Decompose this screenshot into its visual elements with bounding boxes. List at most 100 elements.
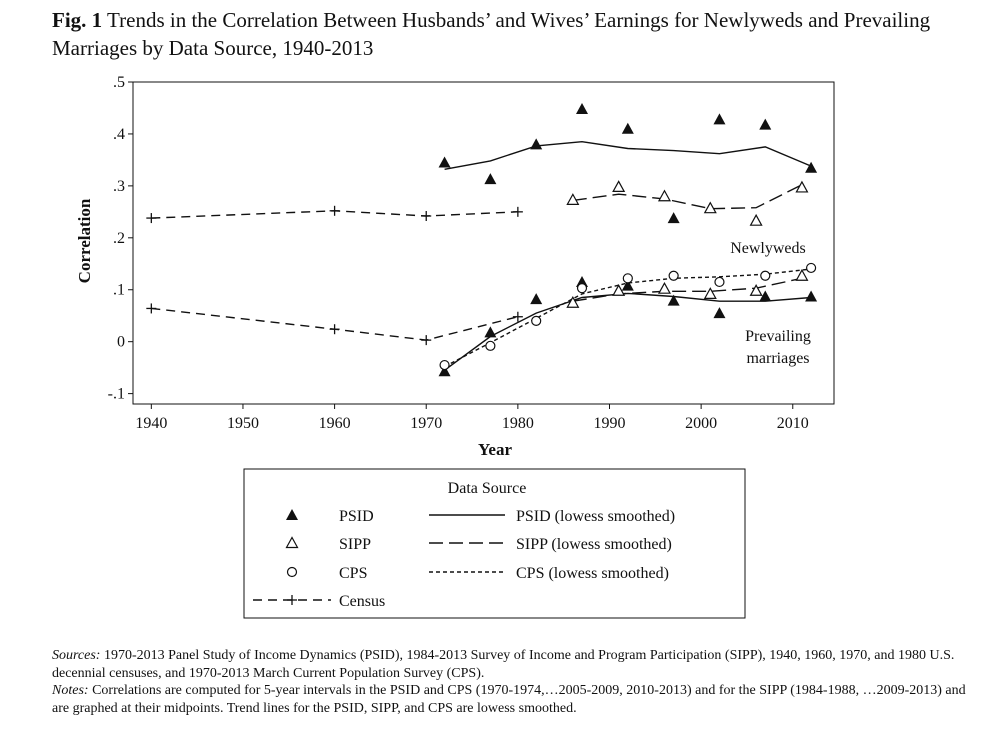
legend-label-psid: PSID bbox=[339, 508, 374, 525]
data-point-psid-newlyweds bbox=[759, 118, 772, 130]
notes-text: Correlations are computed for 5-year int… bbox=[52, 683, 966, 716]
annotation-prevailing-line1: Prevailing bbox=[745, 328, 811, 345]
x-tick-label: 1990 bbox=[593, 415, 625, 432]
data-point-cps-prevailing bbox=[622, 273, 633, 284]
annotation-prevailing-line2: marriages bbox=[746, 350, 809, 367]
y-tick-label: .5 bbox=[113, 74, 125, 91]
data-point-cps-prevailing bbox=[439, 359, 450, 371]
y-tick-label: 0 bbox=[117, 334, 125, 351]
data-point-census-newlyweds bbox=[329, 205, 340, 216]
y-tick-label: -.1 bbox=[108, 386, 125, 403]
figure-title-text: Trends in the Correlation Between Husban… bbox=[52, 8, 931, 60]
data-point-sipp-prevailing bbox=[703, 287, 717, 299]
data-point-psid-newlyweds bbox=[713, 113, 726, 125]
x-tick-label: 1970 bbox=[410, 415, 442, 432]
x-axis-label: Year bbox=[478, 440, 512, 459]
series-line-psid-newlyweds-lowess bbox=[444, 140, 812, 170]
y-tick-label: .4 bbox=[113, 126, 125, 143]
y-tick-label: .3 bbox=[113, 178, 125, 195]
x-tick-label: 1980 bbox=[502, 415, 534, 432]
legend-swatches bbox=[253, 509, 505, 605]
series-line-census-prevailing bbox=[151, 307, 519, 341]
plot-frame bbox=[132, 81, 835, 405]
figure-label: Fig. 1 bbox=[52, 8, 103, 32]
series-line-census-newlyweds bbox=[151, 210, 518, 219]
series-line-psid-prevailing-lowess bbox=[444, 292, 812, 371]
data-point-census-prevailing bbox=[421, 335, 432, 346]
notes-label: Notes: bbox=[52, 683, 89, 698]
data-point-sipp-newlyweds bbox=[566, 193, 580, 205]
legend-label-psid-smooth: PSID (lowess smoothed) bbox=[516, 508, 675, 525]
data-point-census-prevailing bbox=[329, 324, 340, 335]
data-point-psid-prevailing bbox=[438, 365, 451, 377]
plot-border bbox=[132, 81, 835, 405]
figure-notes: Sources: 1970-2013 Panel Study of Income… bbox=[52, 647, 982, 717]
data-point-census-prevailing bbox=[146, 303, 157, 314]
data-point-psid-newlyweds bbox=[530, 138, 543, 150]
data-point-cps-prevailing bbox=[485, 340, 496, 351]
legend-marker-cps bbox=[286, 566, 298, 578]
data-point-psid-prevailing bbox=[484, 326, 497, 338]
data-point-sipp-prevailing bbox=[566, 295, 580, 308]
legend-label-sipp: SIPP bbox=[339, 536, 371, 553]
legend-label-sipp-smooth: SIPP (lowess smoothed) bbox=[516, 536, 672, 553]
series-line-cps-prevailing-lowess bbox=[444, 268, 812, 368]
x-tick-label: 1940 bbox=[135, 415, 167, 432]
x-tick-label: 2010 bbox=[777, 415, 809, 432]
legend-marker-psid bbox=[286, 509, 298, 520]
data-point-census-newlyweds bbox=[146, 213, 157, 224]
data-point-census-newlyweds bbox=[512, 206, 523, 217]
data-point-sipp-newlyweds bbox=[612, 180, 626, 193]
series-layer bbox=[146, 103, 818, 377]
data-point-psid-prevailing bbox=[805, 290, 818, 302]
y-axis: -.1 0 .1 .2 .3 .4 .5 bbox=[108, 74, 133, 403]
legend-label-cps: CPS bbox=[339, 565, 367, 582]
sources-label: Sources: bbox=[52, 648, 101, 663]
data-point-cps-prevailing bbox=[714, 276, 725, 288]
annotation-newlyweds: Newlyweds bbox=[730, 240, 806, 257]
data-point-psid-prevailing bbox=[713, 307, 726, 319]
data-point-psid-prevailing bbox=[621, 279, 634, 291]
y-tick-label: .2 bbox=[113, 230, 125, 247]
legend-box bbox=[243, 468, 746, 619]
data-point-cps-prevailing bbox=[576, 283, 588, 294]
data-point-sipp-newlyweds bbox=[749, 213, 763, 226]
data-point-cps-prevailing bbox=[760, 270, 771, 281]
data-point-cps-prevailing bbox=[531, 315, 542, 327]
legend: Data Source PSID SIPP CPS Census PSID (l… bbox=[243, 468, 746, 619]
data-point-psid-newlyweds bbox=[484, 173, 497, 185]
sources-note: Sources: 1970-2013 Panel Study of Income… bbox=[52, 647, 982, 682]
data-point-census-newlyweds bbox=[421, 210, 432, 221]
series-line-sipp-newlyweds-lowess bbox=[572, 184, 803, 210]
data-point-psid-prevailing bbox=[759, 290, 772, 302]
data-point-psid-newlyweds bbox=[438, 156, 451, 168]
data-point-census-prevailing bbox=[512, 311, 523, 322]
series-line-sipp-prevailing-lowess bbox=[572, 277, 803, 302]
y-tick-label: .1 bbox=[113, 282, 125, 299]
data-point-psid-newlyweds bbox=[805, 161, 818, 173]
data-point-psid-newlyweds bbox=[576, 103, 589, 115]
x-tick-label: 1950 bbox=[227, 415, 259, 432]
data-point-sipp-prevailing bbox=[612, 284, 626, 296]
figure-title: Fig. 1 Trends in the Correlation Between… bbox=[52, 6, 992, 62]
sources-text: 1970-2013 Panel Study of Income Dynamics… bbox=[52, 648, 955, 681]
data-point-sipp-prevailing bbox=[795, 268, 809, 281]
x-axis: 1940 1950 1960 1970 1980 1990 2000 2010 bbox=[135, 404, 809, 432]
legend-title: Data Source bbox=[448, 480, 527, 497]
data-point-sipp-newlyweds bbox=[657, 189, 671, 202]
x-tick-label: 1960 bbox=[319, 415, 351, 432]
data-point-psid-newlyweds-extra bbox=[667, 212, 680, 224]
y-axis-label: Correlation bbox=[75, 198, 94, 283]
data-point-psid-prevailing bbox=[530, 293, 543, 305]
legend-marker-sipp bbox=[285, 536, 299, 549]
data-point-sipp-newlyweds bbox=[703, 201, 717, 214]
data-point-cps-prevailing bbox=[805, 262, 817, 274]
data-point-cps-prevailing bbox=[668, 270, 679, 281]
notes-note: Notes: Correlations are computed for 5-y… bbox=[52, 682, 982, 717]
x-tick-label: 2000 bbox=[685, 415, 717, 432]
legend-label-cps-smooth: CPS (lowess smoothed) bbox=[516, 565, 669, 582]
data-point-sipp-newlyweds bbox=[795, 180, 809, 193]
legend-marker-census bbox=[287, 595, 297, 605]
data-point-psid-prevailing bbox=[667, 294, 680, 306]
data-point-sipp-prevailing bbox=[749, 284, 763, 296]
